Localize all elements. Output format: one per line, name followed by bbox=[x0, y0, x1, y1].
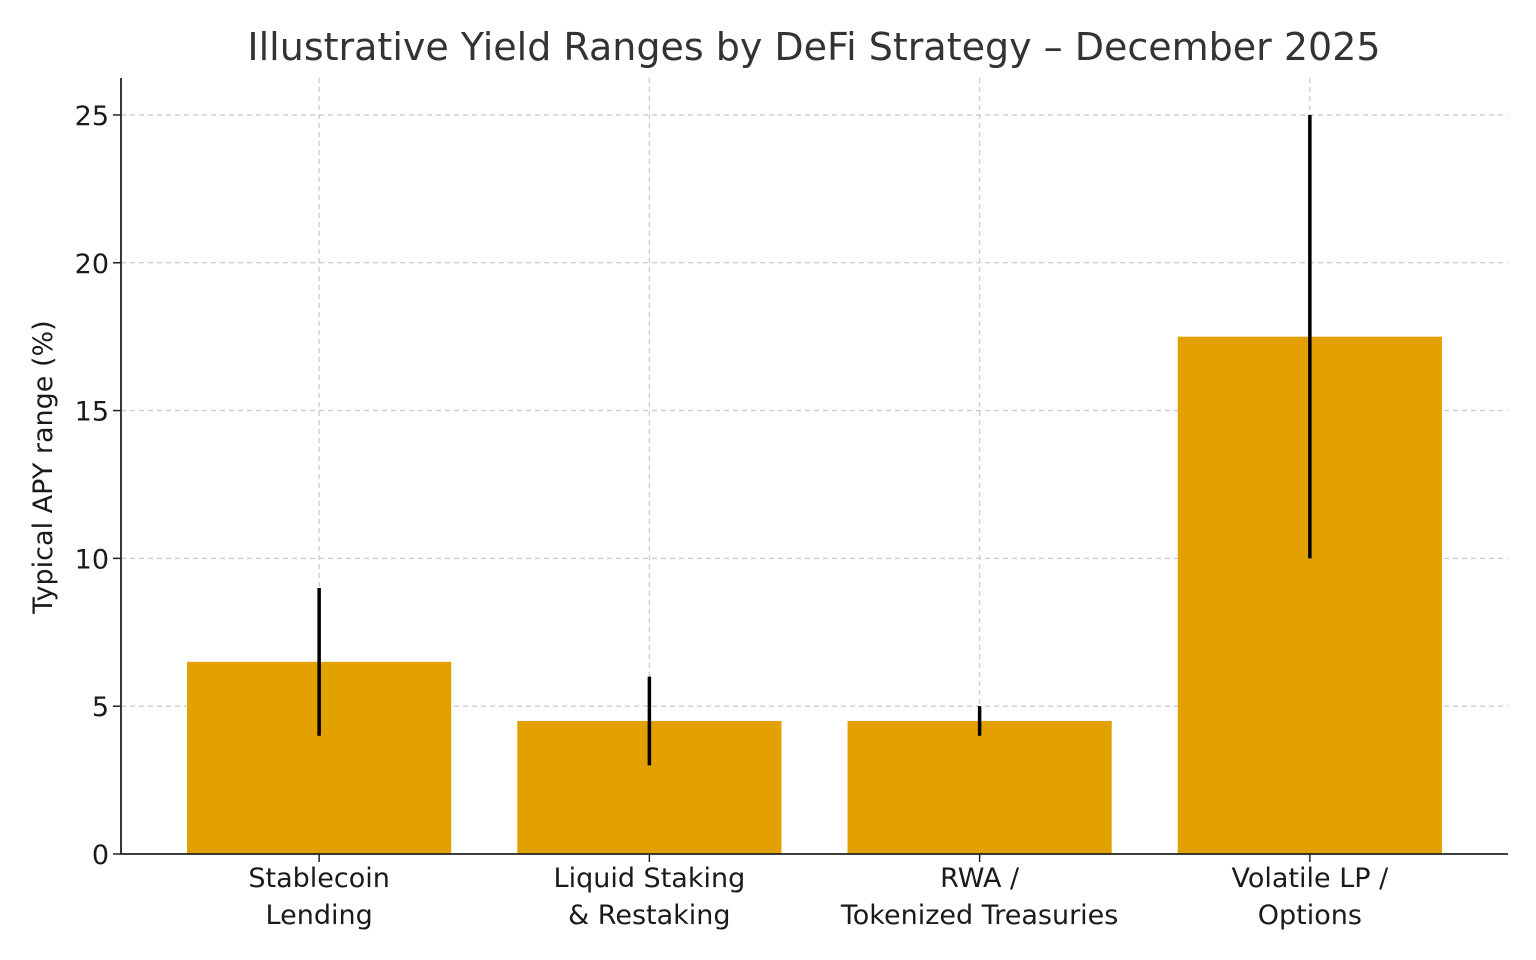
x-tick-label: Lending bbox=[266, 900, 373, 931]
x-tick-label: RWA / bbox=[940, 863, 1020, 894]
error-bars bbox=[317, 114, 1312, 766]
chart-title: Illustrative Yield Ranges by DeFi Strate… bbox=[247, 25, 1380, 69]
y-tick-label: 10 bbox=[75, 544, 109, 575]
y-tick-label: 20 bbox=[75, 249, 109, 280]
x-tick-label: Tokenized Treasuries bbox=[840, 900, 1118, 931]
x-tick-labels: Stablecoin Lending Liquid Staking & Restaki… bbox=[248, 863, 1389, 931]
y-axis-label: Typical APY range (%) bbox=[28, 320, 59, 614]
y-tick-label: 0 bbox=[92, 840, 109, 871]
x-tick-label: Liquid Staking bbox=[554, 863, 746, 894]
bars bbox=[187, 336, 1442, 855]
x-tick-label: Volatile LP / bbox=[1231, 863, 1389, 894]
x-tick-label: & Restaking bbox=[568, 900, 730, 931]
bar bbox=[847, 720, 1112, 854]
x-tick-label: Options bbox=[1258, 900, 1362, 931]
y-tick-label: 5 bbox=[92, 692, 109, 723]
y-tick-label: 15 bbox=[75, 397, 109, 428]
axes bbox=[113, 78, 1508, 862]
x-tick-label: Stablecoin bbox=[248, 863, 390, 894]
y-tick-label: 25 bbox=[75, 101, 109, 132]
y-tick-labels: 0 5 10 15 20 25 bbox=[75, 101, 109, 871]
